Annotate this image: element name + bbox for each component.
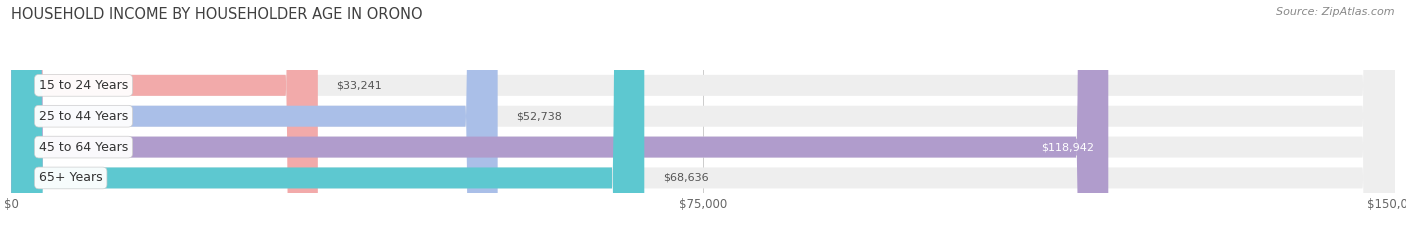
Text: 25 to 44 Years: 25 to 44 Years [39, 110, 128, 123]
FancyBboxPatch shape [11, 0, 318, 233]
FancyBboxPatch shape [11, 0, 1108, 233]
FancyBboxPatch shape [11, 0, 1395, 233]
Text: 15 to 24 Years: 15 to 24 Years [39, 79, 128, 92]
Text: HOUSEHOLD INCOME BY HOUSEHOLDER AGE IN ORONO: HOUSEHOLD INCOME BY HOUSEHOLDER AGE IN O… [11, 7, 423, 22]
FancyBboxPatch shape [11, 0, 1395, 233]
FancyBboxPatch shape [11, 0, 644, 233]
FancyBboxPatch shape [11, 0, 1395, 233]
Text: $33,241: $33,241 [336, 80, 382, 90]
Text: $118,942: $118,942 [1042, 142, 1094, 152]
Text: 45 to 64 Years: 45 to 64 Years [39, 140, 128, 154]
Text: $68,636: $68,636 [662, 173, 709, 183]
FancyBboxPatch shape [11, 0, 498, 233]
Text: 65+ Years: 65+ Years [39, 171, 103, 185]
FancyBboxPatch shape [11, 0, 1395, 233]
Text: $52,738: $52,738 [516, 111, 562, 121]
Text: Source: ZipAtlas.com: Source: ZipAtlas.com [1277, 7, 1395, 17]
